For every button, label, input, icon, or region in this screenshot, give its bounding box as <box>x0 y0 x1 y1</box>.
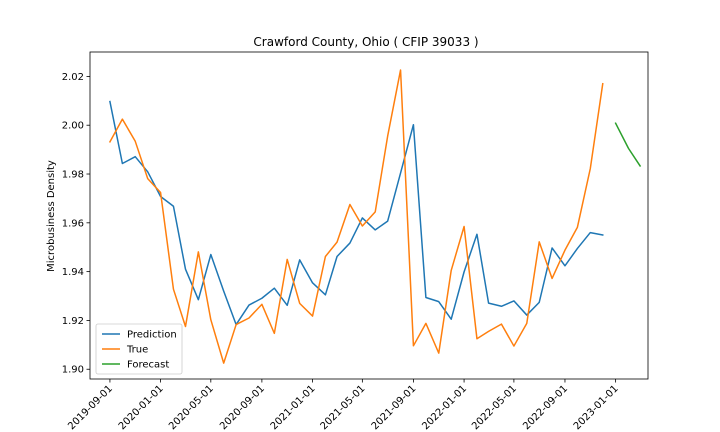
series-line-prediction <box>109 100 604 326</box>
y-axis: 1.90 1.92 1.94 1.96 1.98 2.00 2.02 <box>62 72 90 376</box>
y-tick-label: 1.90 <box>62 365 84 376</box>
series-line-true <box>108 69 604 364</box>
legend-label-prediction: Prediction <box>127 330 177 341</box>
y-axis-label: Microbusiness Density <box>46 160 57 272</box>
legend-label-forecast: Forecast <box>127 360 169 371</box>
y-tick-label: 1.96 <box>62 218 84 229</box>
legend-box <box>95 323 183 375</box>
legend: Prediction True Forecast <box>95 323 183 375</box>
chart-title: Crawford County, Ohio ( CFIP 39033 ) <box>253 35 478 49</box>
y-tick-label: 1.92 <box>62 316 84 327</box>
axes-frame <box>89 51 649 380</box>
series-line-forecast <box>614 122 642 167</box>
y-tick-label: 2.00 <box>62 121 84 132</box>
legend-label-true: True <box>126 345 148 356</box>
y-tick-label: 1.94 <box>62 267 84 278</box>
plot-area <box>89 51 649 380</box>
y-tick-label: 1.98 <box>62 170 84 181</box>
y-tick-label: 2.02 <box>62 72 84 83</box>
